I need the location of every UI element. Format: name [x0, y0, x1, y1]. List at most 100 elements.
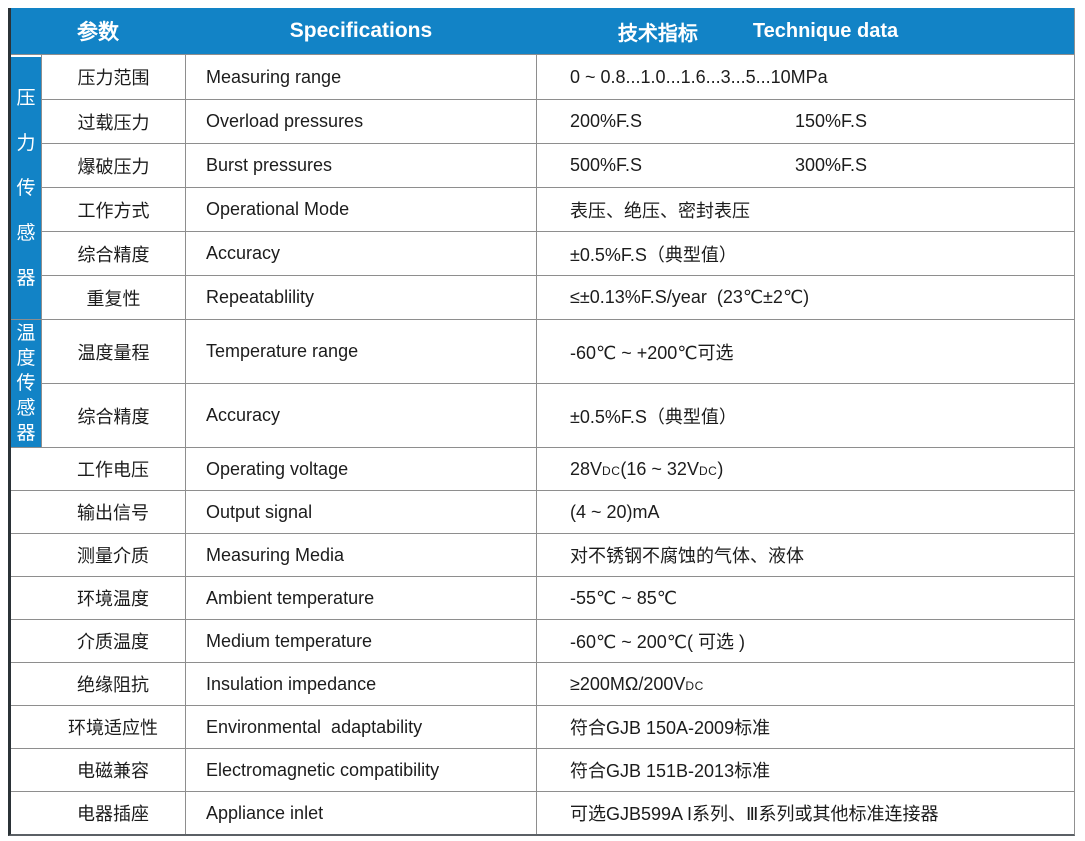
param-label: 环境温度	[41, 576, 185, 619]
table-row: 环境温度 Ambient temperature -55℃ ~ 85℃	[11, 576, 1074, 619]
spec-label: Burst pressures	[185, 143, 537, 187]
spec-label: Overload pressures	[185, 99, 537, 143]
sidebar-group-temperature-sensor: 温度传感器	[11, 320, 41, 447]
param-column-cell: 电磁兼容	[11, 748, 185, 791]
param-label: 电器插座	[41, 791, 185, 834]
spec-label: Environmental adaptability	[185, 705, 537, 748]
value-primary: (4 ~ 20)mA	[570, 501, 660, 522]
table-row: 工作电压 Operating voltage 28VDC(16 ~ 32VDC)	[11, 447, 1074, 490]
value-primary: 500%F.S	[570, 155, 643, 175]
spec-label: Accuracy	[185, 231, 537, 275]
value-secondary: 300%F.S	[795, 155, 868, 175]
value-primary: 符合GJB 150A-2009标准	[570, 718, 771, 738]
param-column-cell: 介质温度	[11, 619, 185, 662]
table-row: 爆破压力 Burst pressures 500%F.S 300%F.S	[11, 143, 1074, 187]
sidebar-spacer	[11, 791, 41, 834]
sidebar-spacer	[11, 319, 41, 383]
param-column-cell: 环境温度	[11, 576, 185, 619]
spec-table: 参数 Specifications 技术指标 Technique data 压力…	[8, 8, 1075, 836]
sidebar-spacer	[11, 619, 41, 662]
sidebar-char: 力	[16, 132, 36, 154]
value-cell: 0 ~ 0.8...1.0...1.6...3...5...10MPa	[537, 55, 1074, 99]
spec-label: Ambient temperature	[185, 576, 537, 619]
value-primary: 对不锈钢不腐蚀的气体、液体	[570, 546, 804, 566]
spec-label: Operating voltage	[185, 447, 537, 490]
value-cell: ±0.5%F.S（典型值）	[537, 231, 1074, 275]
table-row: 压力范围 Measuring range 0 ~ 0.8...1.0...1.6…	[11, 55, 1074, 99]
value-cell: (4 ~ 20)mA	[537, 490, 1074, 533]
table-row: 过载压力 Overload pressures 200%F.S 150%F.S	[11, 99, 1074, 143]
sidebar-spacer	[11, 705, 41, 748]
sidebar-spacer	[11, 533, 41, 576]
value-cell: 符合GJB 151B-2013标准	[537, 748, 1074, 791]
param-column-cell: 压力范围	[11, 55, 185, 99]
sidebar-spacer	[11, 662, 41, 705]
value-primary: ≤±0.13%F.S/year (23℃±2℃)	[570, 287, 810, 307]
param-label: 输出信号	[41, 490, 185, 533]
spec-label: Output signal	[185, 490, 537, 533]
sidebar-spacer	[11, 490, 41, 533]
header-cell-technique-data: 技术指标 Technique data	[537, 8, 1074, 54]
value-cell: ≥200MΩ/200VDC	[537, 662, 1074, 705]
table-row: 综合精度 Accuracy ±0.5%F.S（典型值）	[11, 231, 1074, 275]
value-primary: ≥200MΩ/200VDC	[570, 673, 704, 694]
value-primary: 符合GJB 151B-2013标准	[570, 761, 771, 781]
param-label: 过载压力	[41, 99, 185, 143]
table-row: 温度量程 Temperature range -60℃ ~ +200℃可选	[11, 319, 1074, 383]
table-row: 介质温度 Medium temperature -60℃ ~ 200℃( 可选 …	[11, 619, 1074, 662]
param-label: 工作电压	[41, 447, 185, 490]
param-column-cell: 输出信号	[11, 490, 185, 533]
param-label: 重复性	[41, 275, 185, 319]
param-label: 综合精度	[41, 231, 185, 275]
value-primary: -60℃ ~ +200℃可选	[570, 342, 734, 363]
sidebar-char: 传	[16, 373, 36, 394]
header-tech-label-cn: 技术指标	[617, 22, 698, 45]
spec-label: Appliance inlet	[185, 791, 537, 834]
vdc-smallcaps: DC	[685, 678, 704, 693]
value-cell: 符合GJB 150A-2009标准	[537, 705, 1074, 748]
value-cell: -55℃ ~ 85℃	[537, 576, 1074, 619]
spec-label: Measuring range	[185, 55, 537, 99]
table-header-row: 参数 Specifications 技术指标 Technique data	[11, 8, 1074, 55]
param-column-cell: 环境适应性	[11, 705, 185, 748]
param-column-cell: 温度量程	[11, 319, 185, 383]
value-primary: -60℃ ~ 200℃( 可选 )	[570, 632, 745, 652]
param-label: 电磁兼容	[41, 748, 185, 791]
value-cell: 可选GJB599A I系列、Ⅲ系列或其他标准连接器	[537, 791, 1074, 834]
value-primary: -55℃ ~ 85℃	[570, 587, 677, 608]
param-label: 爆破压力	[41, 143, 185, 187]
param-label: 介质温度	[41, 619, 185, 662]
table-row: 绝缘阻抗 Insulation impedance ≥200MΩ/200VDC	[11, 662, 1074, 705]
table-row: 测量介质 Measuring Media 对不锈钢不腐蚀的气体、液体	[11, 533, 1074, 576]
spec-label: Temperature range	[185, 319, 537, 383]
param-label: 测量介质	[41, 533, 185, 576]
value-primary: 200%F.S	[570, 111, 643, 131]
value-cell: 表压、绝压、密封表压	[537, 187, 1074, 231]
header-cell-param: 参数	[77, 21, 119, 44]
value-primary: 表压、绝压、密封表压	[570, 200, 750, 221]
value-primary: 0 ~ 0.8...1.0...1.6...3...5...10MPa	[570, 66, 828, 87]
param-label: 环境适应性	[41, 705, 185, 748]
table-row: 输出信号 Output signal (4 ~ 20)mA	[11, 490, 1074, 533]
table-rows: 压力范围 Measuring range 0 ~ 0.8...1.0...1.6…	[11, 55, 1074, 834]
table-row: 电器插座 Appliance inlet 可选GJB599A I系列、Ⅲ系列或其…	[11, 791, 1074, 834]
spec-label: Accuracy	[185, 383, 537, 447]
value-primary: 可选GJB599A I系列、Ⅲ系列或其他标准连接器	[570, 804, 939, 824]
sidebar-char: 感	[16, 398, 36, 419]
table-row: 环境适应性 Environmental adaptability 符合GJB 1…	[11, 705, 1074, 748]
sidebar-spacer	[11, 576, 41, 619]
spec-label: Insulation impedance	[185, 662, 537, 705]
param-label: 绝缘阻抗	[41, 662, 185, 705]
spec-label: Electromagnetic compatibility	[185, 748, 537, 791]
value-cell: 200%F.S 150%F.S	[537, 99, 1074, 143]
table-row: 工作方式 Operational Mode 表压、绝压、密封表压	[11, 187, 1074, 231]
table-body: 压力范围 Measuring range 0 ~ 0.8...1.0...1.6…	[11, 55, 1074, 834]
table-row: 电磁兼容 Electromagnetic compatibility 符合GJB…	[11, 748, 1074, 791]
value-primary: ±0.5%F.S（典型值）	[570, 406, 737, 427]
sidebar-spacer	[11, 447, 41, 490]
sidebar-char: 传	[16, 177, 36, 199]
spec-label: Repeatablility	[185, 275, 537, 319]
sidebar-char: 度	[16, 348, 36, 369]
param-column-cell: 工作电压	[11, 447, 185, 490]
